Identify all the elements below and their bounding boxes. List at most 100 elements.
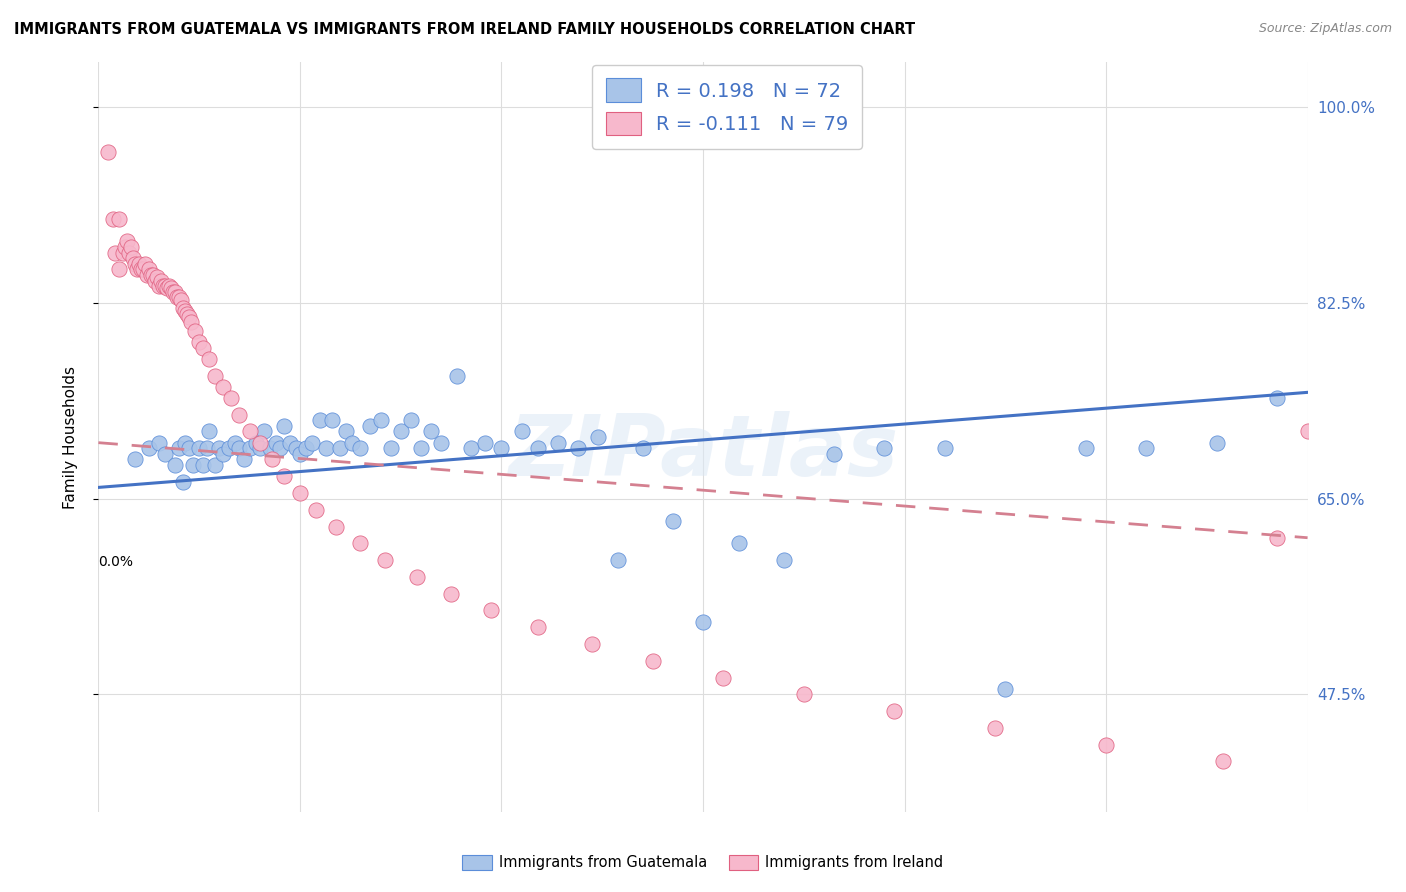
Point xyxy=(510,425,533,439)
Point xyxy=(273,469,295,483)
Point xyxy=(162,285,184,299)
Point xyxy=(218,442,240,456)
Point xyxy=(772,553,794,567)
Point xyxy=(260,452,283,467)
Point xyxy=(176,307,198,321)
Point xyxy=(325,519,347,533)
Point xyxy=(111,245,134,260)
Point xyxy=(134,257,156,271)
Point xyxy=(224,435,246,450)
Point xyxy=(179,310,201,325)
Point xyxy=(228,442,250,456)
Point xyxy=(188,334,211,349)
Point xyxy=(249,442,271,456)
Point xyxy=(1206,435,1229,450)
Point xyxy=(446,368,468,383)
Point xyxy=(994,681,1017,696)
Point xyxy=(1316,469,1339,483)
Point xyxy=(114,240,136,254)
Point xyxy=(380,442,402,456)
Point xyxy=(1376,659,1399,673)
Point xyxy=(934,442,956,456)
Point xyxy=(430,435,453,450)
Point xyxy=(245,435,267,450)
Point xyxy=(228,408,250,422)
Point xyxy=(103,245,125,260)
Point xyxy=(1398,726,1406,740)
Point xyxy=(547,435,569,450)
Point xyxy=(329,442,352,456)
Point xyxy=(181,458,204,472)
Point xyxy=(142,268,165,282)
Text: 0.0%: 0.0% xyxy=(98,556,134,569)
Point xyxy=(389,425,412,439)
Point xyxy=(125,262,148,277)
Point xyxy=(301,435,323,450)
Point xyxy=(526,442,548,456)
Point xyxy=(198,351,221,366)
Point xyxy=(148,279,170,293)
Point xyxy=(288,447,311,461)
Point xyxy=(305,502,328,516)
Point xyxy=(1135,442,1157,456)
Point xyxy=(221,391,243,405)
Point xyxy=(1095,738,1118,752)
Point xyxy=(179,442,201,456)
Point xyxy=(474,435,496,450)
Point xyxy=(253,425,276,439)
Point xyxy=(278,435,301,450)
Point xyxy=(139,268,162,282)
Point xyxy=(315,442,337,456)
Point xyxy=(793,687,815,701)
Point xyxy=(342,435,364,450)
Point xyxy=(440,587,463,601)
Point xyxy=(167,290,190,304)
Point xyxy=(1357,592,1379,607)
Point xyxy=(121,251,143,265)
Point xyxy=(193,341,215,355)
Point xyxy=(124,452,146,467)
Point xyxy=(174,303,197,318)
Point xyxy=(1296,425,1319,439)
Point xyxy=(1267,391,1289,405)
Y-axis label: Family Households: Family Households xyxy=(63,366,77,508)
Point xyxy=(193,458,215,472)
Point xyxy=(124,257,146,271)
Point xyxy=(107,262,129,277)
Point xyxy=(692,615,714,629)
Point xyxy=(1212,755,1234,769)
Point xyxy=(1267,531,1289,545)
Point xyxy=(374,553,396,567)
Text: ZIPatlas: ZIPatlas xyxy=(508,410,898,493)
Point xyxy=(420,425,443,439)
Point xyxy=(212,380,235,394)
Point xyxy=(138,262,160,277)
Point xyxy=(711,671,734,685)
Point xyxy=(661,514,683,528)
Point xyxy=(239,425,262,439)
Point xyxy=(97,145,120,159)
Point xyxy=(132,262,155,277)
Point xyxy=(232,452,254,467)
Point xyxy=(212,447,235,461)
Point xyxy=(195,442,218,456)
Point xyxy=(174,435,197,450)
Point xyxy=(172,301,194,316)
Point xyxy=(288,486,311,500)
Point xyxy=(152,279,174,293)
Point xyxy=(163,458,186,472)
Point xyxy=(157,279,180,293)
Point xyxy=(1337,558,1360,573)
Point xyxy=(607,553,630,567)
Point xyxy=(409,442,432,456)
Point xyxy=(128,257,150,271)
Point xyxy=(284,442,307,456)
Point xyxy=(370,413,392,427)
Point xyxy=(143,273,166,287)
Point xyxy=(167,442,190,456)
Point xyxy=(631,442,654,456)
Legend: Immigrants from Guatemala, Immigrants from Ireland: Immigrants from Guatemala, Immigrants fr… xyxy=(457,848,949,876)
Point xyxy=(153,447,176,461)
Point xyxy=(321,413,343,427)
Point xyxy=(984,721,1007,735)
